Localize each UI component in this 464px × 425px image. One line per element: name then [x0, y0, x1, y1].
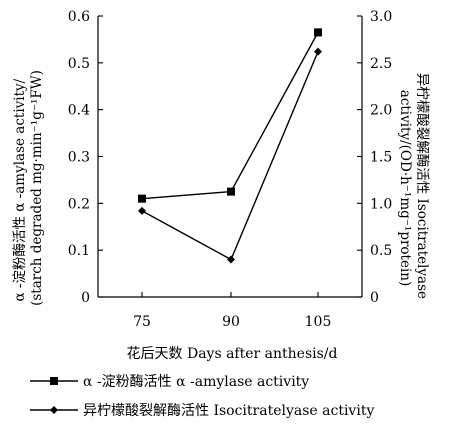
- x-tick-label: 105: [305, 314, 332, 330]
- left-tick-label: 0: [81, 290, 90, 306]
- left-tick-label: 0.3: [68, 150, 90, 166]
- right-axis-label-line2: activity/(OD·h⁻¹mg⁻¹protein): [397, 90, 413, 286]
- isocitratelyase-data-point: [227, 255, 235, 264]
- x-axis-ticks: 75 90 105: [133, 292, 331, 330]
- legend: α -淀粉酶活性 α -amylase activity 异柠檬酸裂解酶活性 I…: [30, 374, 374, 419]
- right-tick-label: 2.0: [370, 103, 392, 119]
- right-tick-label: 1.5: [370, 150, 392, 166]
- left-tick-label: 0.6: [68, 9, 90, 25]
- left-tick-label: 0.5: [68, 56, 90, 72]
- series-layer: [138, 28, 322, 264]
- amylase-data-point: [227, 187, 235, 196]
- isocitratelyase-data-point: [314, 47, 322, 56]
- left-tick-label: 0.2: [68, 196, 90, 212]
- right-axis-ticks: 0 0.5 1.0 1.5 2.0 2.5 3.0: [357, 9, 392, 306]
- left-axis-ticks: 0 0.1 0.2 0.3 0.4 0.5 0.6: [68, 9, 103, 306]
- left-tick-label: 0.4: [68, 103, 90, 119]
- legend-label-isocitratelyase: 异柠檬酸裂解酶活性 Isocitratelyase activity: [83, 403, 374, 419]
- right-tick-label: 3.0: [370, 9, 392, 25]
- legend-diamond-marker: [50, 406, 58, 414]
- right-tick-label: 0.5: [370, 243, 392, 259]
- left-axis-label: α -淀粉酶活性 α -amylase activity/ (starch de…: [12, 70, 45, 306]
- right-tick-label: 2.5: [370, 56, 392, 72]
- legend-label-amylase: α -淀粉酶活性 α -amylase activity: [83, 374, 309, 390]
- left-axis-label-line2: (starch degraded mg·min⁻¹g⁻¹FW): [29, 70, 45, 306]
- axes: [97, 16, 363, 298]
- x-axis-label: 花后天数 Days after anthesis/d: [127, 346, 338, 362]
- left-tick-label: 0.1: [68, 243, 90, 259]
- x-tick-label: 75: [133, 314, 151, 330]
- legend-item-amylase: α -淀粉酶活性 α -amylase activity: [30, 374, 309, 390]
- right-tick-label: 0: [370, 290, 379, 306]
- amylase-data-point: [314, 28, 322, 37]
- amylase-data-point: [138, 194, 146, 203]
- isocitratelyase-series-line: [141, 51, 319, 261]
- legend-item-isocitratelyase: 异柠檬酸裂解酶活性 Isocitratelyase activity: [30, 403, 374, 419]
- x-tick-label: 90: [222, 314, 240, 330]
- left-axis-label-line1: α -淀粉酶活性 α -amylase activity/: [12, 78, 28, 301]
- right-axis-label: 异柠檬酸裂解酶活性 Isocitratelyase activity/(OD·h…: [397, 73, 430, 304]
- isocitratelyase-data-point: [138, 206, 146, 215]
- legend-square-marker: [50, 377, 58, 385]
- right-axis-label-line1: 异柠檬酸裂解酶活性 Isocitratelyase: [414, 73, 430, 299]
- right-tick-label: 1.0: [370, 196, 392, 212]
